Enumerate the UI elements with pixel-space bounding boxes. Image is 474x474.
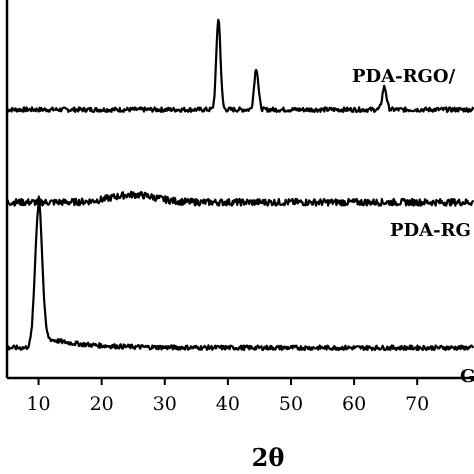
series-labels: PDA-RGO/PDA-RG G [352,66,474,387]
series-traces [5,18,474,352]
series-label-3: G [460,366,474,387]
x-axis-label: 2θ [252,443,285,472]
series-line-2 [5,190,474,207]
series-label-2: PDA-RG [390,220,471,241]
series-line-3 [5,195,474,352]
series-line-1 [6,18,474,113]
x-tick-label: 10 [26,393,50,415]
x-tick-label: 30 [153,393,177,415]
x-tick-label: 70 [405,393,429,415]
x-ticks: 10 20 30 40 50 60 70 [26,378,429,415]
x-tick-label: 50 [279,393,303,415]
series-label-1: PDA-RGO/ [352,66,456,87]
x-tick-label: 60 [342,393,366,415]
x-tick-label: 40 [216,393,240,415]
x-tick-label: 20 [90,393,114,415]
